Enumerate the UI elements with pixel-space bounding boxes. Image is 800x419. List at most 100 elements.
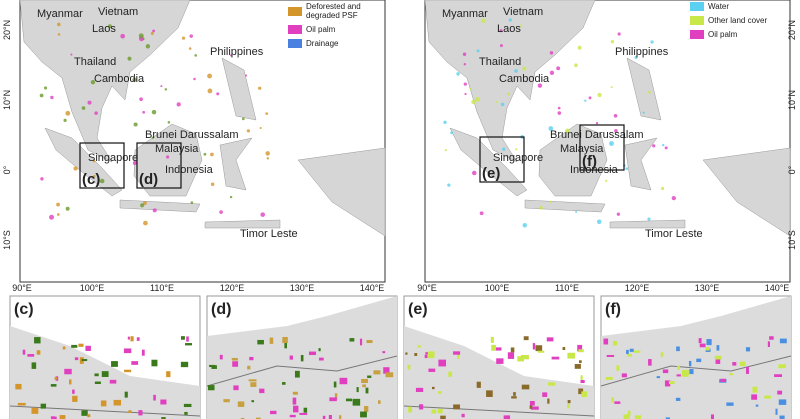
land-cover-patch [610,86,613,89]
land-cover-patch [517,356,524,362]
land-cover-patch [660,186,665,191]
land-cover-patch [141,349,145,356]
country-label: Cambodia [94,73,145,85]
land-cover-patch [383,367,390,374]
land-cover-patch [463,63,467,66]
land-cover-patch [44,86,48,90]
land-cover-patch [258,86,262,90]
land-cover-patch [94,373,99,377]
land-cover-patch [231,357,238,361]
legend: Water Other land cover Oil palm [690,2,785,44]
land-cover-patch [180,361,189,368]
land-cover-patch [22,349,26,355]
land-cover-patch [127,56,132,61]
land-cover-patch [521,384,530,390]
land-cover-patch [547,382,556,386]
longitude-label: 100°E [485,283,510,293]
country-label: Philippines [615,46,669,58]
country-label: Malaysia [155,143,199,155]
land-cover-patch [251,400,255,403]
land-cover-patch [438,359,447,367]
land-cover-patch [152,208,157,213]
land-cover-patch [537,350,545,353]
land-cover-patch [623,414,630,419]
land-cover-patch [520,354,529,360]
land-cover-patch [767,341,770,348]
land-cover-patch [132,77,137,82]
land-cover-patch [425,352,430,355]
land-cover-patch [556,66,561,71]
land-cover-patch [113,399,122,406]
latitude-label: 10°N [787,90,797,110]
land-cover-patch [292,397,297,405]
land-cover-patch [81,106,86,110]
land-cover-patch [585,132,588,135]
land-cover-patch [745,347,751,352]
legend-label: Oil palm [306,25,336,34]
land-cover-patch [486,390,493,397]
land-cover-patch [549,51,554,55]
land-cover-patch [57,22,61,27]
land-cover-patch [481,18,486,23]
land-cover-patch [497,173,501,177]
land-cover-patch [665,417,670,419]
legend: Deforested and degraded PSF Oil palm Drain… [288,2,378,53]
land-cover-patch [457,353,460,359]
land-cover-patch [81,410,88,416]
legend-label: Oil palm [708,30,738,39]
land-cover-patch [50,416,56,419]
detail-panel: (d) [206,295,398,419]
land-cover-patch [752,386,758,393]
land-cover-patch [143,220,148,226]
land-cover-patch [339,377,348,385]
land-cover-patch [464,92,467,96]
land-cover-patch [299,412,308,415]
land-cover-patch [557,111,562,115]
land-cover-patch [210,152,214,157]
land-cover-patch [36,350,41,355]
land-cover-patch [289,355,293,360]
land-cover-patch [282,382,286,385]
land-cover-patch [726,402,734,406]
land [219,137,253,191]
land-cover-patch [494,347,502,351]
land-cover-patch [308,351,317,356]
country-label: Malaysia [560,143,604,155]
land-cover-patch [180,336,185,340]
country-label: Singapore [88,152,138,164]
legend-entry: Other land cover [690,16,785,25]
land-cover-patch [59,415,66,419]
land-cover-patch [491,344,496,351]
land-cover-patch [511,396,517,399]
land-cover-patch [303,407,308,413]
land-cover-patch [219,210,223,214]
land [624,137,658,191]
legend-label: Deforested and degraded PSF [306,2,361,20]
land-cover-patch [714,355,722,360]
latitude-label: 20°N [2,20,12,40]
land-cover-patch [453,404,461,410]
land-cover-patch [265,112,269,115]
land-cover-patch [161,417,166,419]
land-cover-patch [240,417,245,419]
land-cover-patch [292,391,298,395]
land-cover-patch [259,388,265,394]
land-cover-patch [128,410,132,414]
land-cover-patch [127,336,130,340]
land-cover-patch [360,411,367,418]
land-cover-patch [710,414,715,419]
land-cover-patch [74,357,79,361]
land-cover-patch [652,144,656,148]
land-cover-patch [248,379,257,382]
country-label: Brunei Darussalam [550,129,644,141]
land-cover-patch [207,73,212,79]
longitude-label: 90°E [12,283,32,293]
land-cover-patch [361,378,368,384]
land-cover-patch [597,92,602,98]
legend-swatch [690,16,704,25]
land-cover-patch [223,399,230,403]
legend-label: Water [708,2,730,11]
land-cover-patch [476,49,480,53]
land-cover-patch [349,338,355,342]
land-cover-patch [72,389,75,394]
